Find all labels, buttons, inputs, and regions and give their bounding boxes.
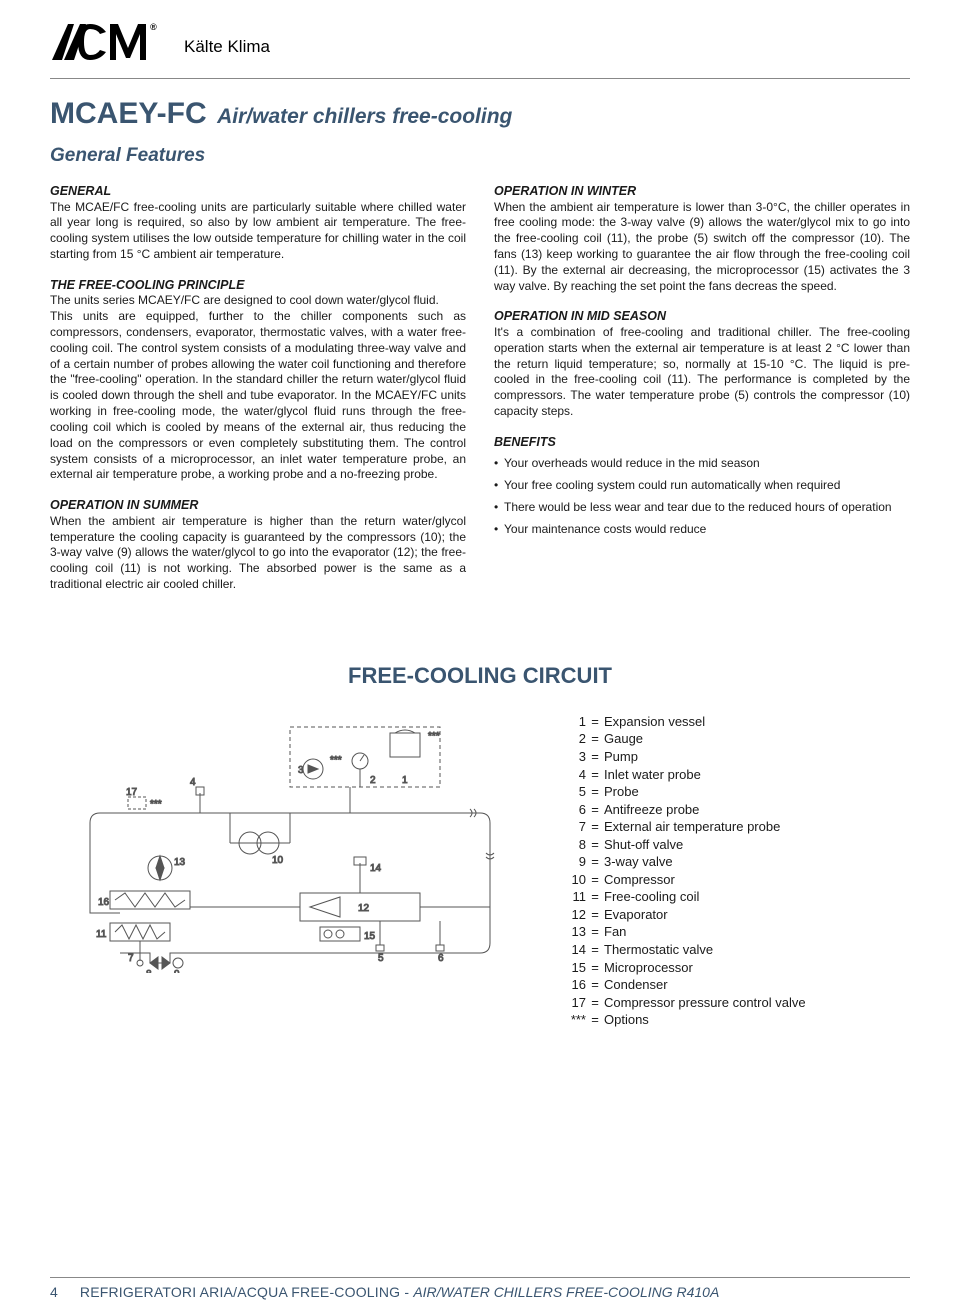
heading-winter: OPERATION IN WINTER — [494, 183, 910, 200]
svg-text:4: 4 — [190, 777, 196, 788]
page-number: 4 — [50, 1284, 76, 1300]
heading-general: GENERAL — [50, 183, 466, 200]
diagram-legend: 1=Expansion vessel 2=Gauge 3=Pump 4=Inle… — [560, 713, 806, 1029]
legend-item: 1=Expansion vessel — [560, 713, 806, 731]
svg-text:8: 8 — [146, 969, 152, 973]
svg-text:10: 10 — [272, 855, 284, 866]
body-columns: GENERAL The MCAE/FC free-cooling units a… — [50, 181, 910, 593]
svg-text:16: 16 — [98, 897, 110, 908]
benefit-item: There would be less wear and tear due to… — [494, 500, 910, 516]
benefit-item: Your overheads would reduce in the mid s… — [494, 456, 910, 472]
heading-summer: OPERATION IN SUMMER — [50, 497, 466, 514]
svg-text:11: 11 — [96, 929, 107, 940]
diagram-row: *** *** 3 2 1 4 17 — [50, 713, 910, 1029]
logo: ® — [50, 20, 160, 74]
heading-benefits: BENEFITS — [494, 434, 910, 451]
para-summer: When the ambient air temperature is high… — [50, 514, 466, 593]
svg-text:2: 2 — [370, 775, 376, 786]
svg-text:6: 6 — [438, 953, 444, 964]
logo-mark: ® — [50, 20, 160, 74]
svg-text:***: *** — [150, 799, 162, 810]
legend-item: 16=Condenser — [560, 976, 806, 994]
circuit-diagram: *** *** 3 2 1 4 17 — [50, 713, 530, 973]
legend-item: 8=Shut-off valve — [560, 836, 806, 854]
heading-principle: THE FREE-COOLING PRINCIPLE — [50, 277, 466, 294]
legend-item: 2=Gauge — [560, 730, 806, 748]
para-mid: It's a combination of free-cooling and t… — [494, 325, 910, 420]
product-title: MCAEY-FC Air/water chillers free-cooling — [50, 97, 910, 131]
para-winter: When the ambient air temperature is lowe… — [494, 200, 910, 295]
left-column: GENERAL The MCAE/FC free-cooling units a… — [50, 181, 466, 593]
benefit-item: Your free cooling system could run autom… — [494, 478, 910, 494]
circuit-svg: *** *** 3 2 1 4 17 — [50, 713, 530, 973]
page-footer: 4 REFRIGERATORI ARIA/ACQUA FREE-COOLING … — [50, 1277, 910, 1300]
legend-item: 14=Thermostatic valve — [560, 941, 806, 959]
legend-item: 17=Compressor pressure control valve — [560, 994, 806, 1012]
svg-text:15: 15 — [364, 931, 376, 942]
para-principle: The units series MCAEY/FC are designed t… — [50, 293, 466, 483]
right-column: OPERATION IN WINTER When the ambient air… — [494, 181, 910, 593]
benefit-item: Your maintenance costs would reduce — [494, 522, 910, 538]
legend-item: 12=Evaporator — [560, 906, 806, 924]
legend-item: 6=Antifreeze probe — [560, 801, 806, 819]
model-desc: Air/water chillers free-cooling — [217, 105, 512, 128]
svg-text:17: 17 — [126, 787, 138, 798]
legend-item: 9=3-way valve — [560, 853, 806, 871]
benefits-list: Your overheads would reduce in the mid s… — [494, 456, 910, 537]
legend-item: 4=Inlet water probe — [560, 766, 806, 784]
legend-item: 10=Compressor — [560, 871, 806, 889]
model-code: MCAEY-FC — [50, 97, 207, 130]
svg-text:9: 9 — [174, 969, 180, 973]
svg-text:12: 12 — [358, 903, 370, 914]
section-title: General Features — [50, 145, 910, 167]
footer-text-2: AIR/WATER CHILLERS FREE-COOLING R410A — [413, 1284, 719, 1300]
diagram-title: FREE-COOLING CIRCUIT — [50, 663, 910, 689]
svg-text:1: 1 — [402, 775, 408, 786]
footer-text-1: REFRIGERATORI ARIA/ACQUA FREE-COOLING - — [80, 1284, 413, 1300]
svg-text:***: *** — [428, 731, 440, 742]
para-general: The MCAE/FC free-cooling units are parti… — [50, 200, 466, 263]
legend-item: 13=Fan — [560, 923, 806, 941]
legend-item: 5=Probe — [560, 783, 806, 801]
heading-mid: OPERATION IN MID SEASON — [494, 308, 910, 325]
svg-text:13: 13 — [174, 857, 186, 868]
legend-item: 15=Microprocessor — [560, 959, 806, 977]
legend-item: 11=Free-cooling coil — [560, 888, 806, 906]
svg-text:®: ® — [150, 22, 157, 32]
legend-item: 3=Pump — [560, 748, 806, 766]
svg-text:***: *** — [330, 755, 342, 766]
svg-text:3: 3 — [298, 765, 304, 776]
brand-subtitle: Kälte Klima — [184, 37, 270, 57]
svg-text:5: 5 — [378, 953, 384, 964]
page-header: ® Kälte Klima — [50, 20, 910, 79]
svg-text:7: 7 — [128, 953, 134, 964]
legend-item: ***=Options — [560, 1011, 806, 1029]
legend-item: 7=External air temperature probe — [560, 818, 806, 836]
svg-text:14: 14 — [370, 863, 382, 874]
